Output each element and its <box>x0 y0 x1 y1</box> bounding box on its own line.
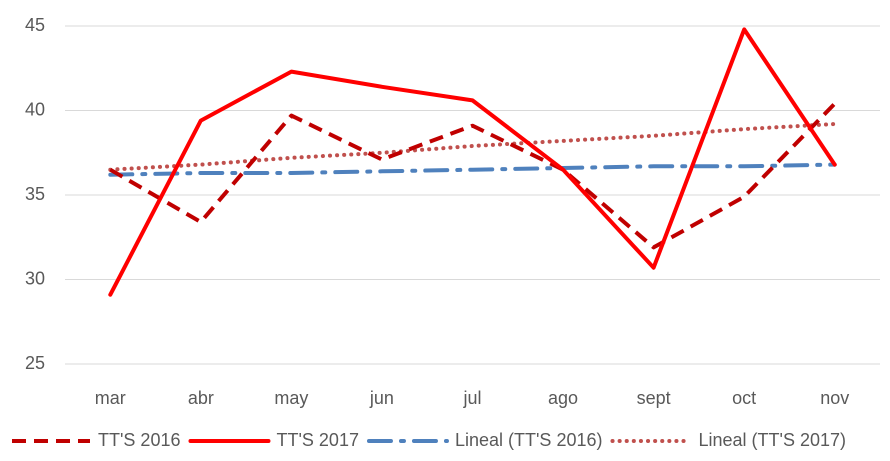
x-tick-label: jun <box>369 388 394 408</box>
y-tick-label: 30 <box>25 268 45 288</box>
x-tick-label: may <box>274 388 308 408</box>
legend-label: TT'S 2017 <box>276 430 358 450</box>
line-series <box>109 102 837 250</box>
line-series <box>108 122 837 172</box>
y-tick-label: 45 <box>25 15 45 35</box>
y-tick-label: 40 <box>25 99 45 119</box>
x-tick-label: mar <box>95 388 126 408</box>
x-tick-label: nov <box>820 388 849 408</box>
line-series <box>108 27 837 297</box>
legend-label: Lineal (TT'S 2017) <box>698 430 846 450</box>
x-tick-label: abr <box>188 388 214 408</box>
legend-label: TT'S 2016 <box>98 430 180 450</box>
x-tick-label: ago <box>548 388 578 408</box>
x-tick-label: jul <box>462 388 481 408</box>
y-tick-label: 25 <box>25 353 45 373</box>
x-tick-label: oct <box>732 388 756 408</box>
line-series <box>108 162 837 177</box>
legend-label: Lineal (TT'S 2016) <box>455 430 603 450</box>
y-tick-label: 35 <box>25 184 45 204</box>
x-tick-label: sept <box>637 388 671 408</box>
